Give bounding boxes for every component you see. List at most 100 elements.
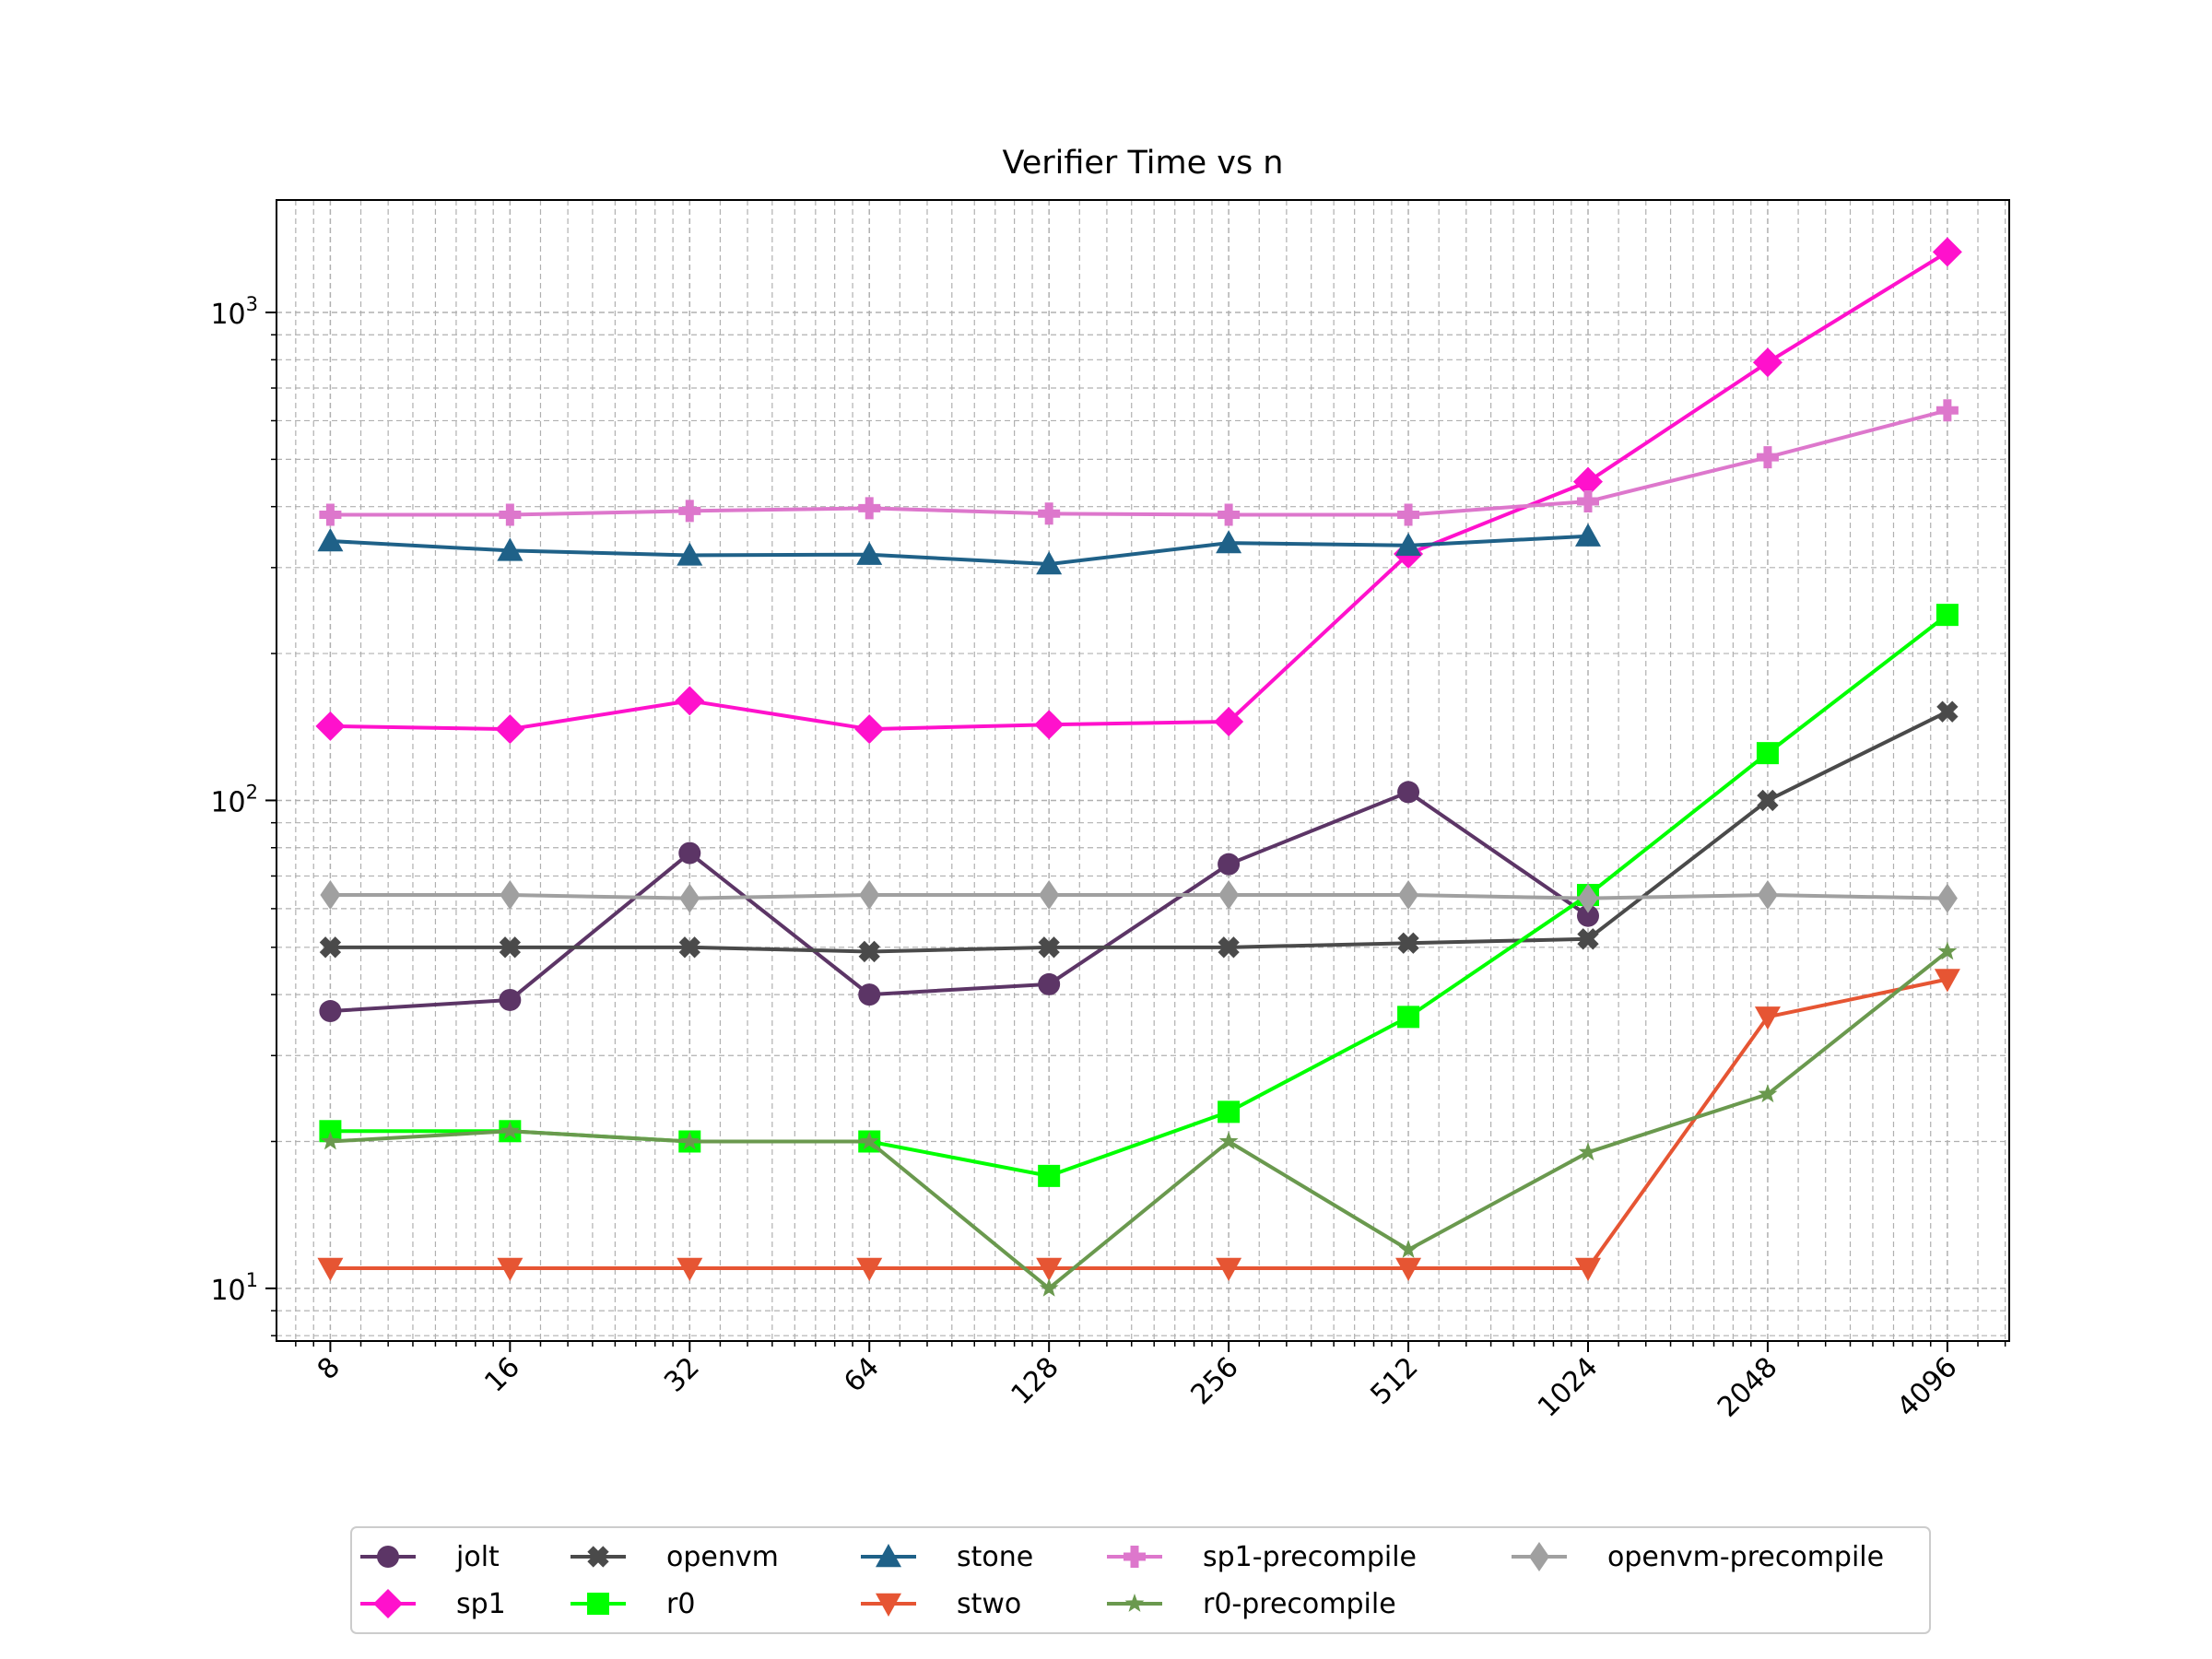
data-point-sp1-precompile — [858, 497, 881, 520]
data-point-stwo — [677, 1257, 703, 1281]
data-point-sp1-precompile — [1936, 399, 1959, 422]
legend-marker — [587, 1546, 609, 1568]
legend-label: jolt — [455, 1541, 500, 1573]
data-point-r0-precompile — [1578, 1142, 1598, 1161]
series-openvm — [319, 700, 1959, 963]
data-point-r0-precompile — [1039, 1277, 1059, 1297]
series-line-sp1-precompile — [330, 408, 1948, 517]
data-point-sp1 — [1752, 347, 1783, 378]
chart-title: Verifier Time vs n — [1002, 145, 1283, 182]
legend-item-openvm: openvm — [571, 1541, 779, 1573]
legend-item-stwo: stwo — [861, 1588, 1021, 1620]
data-point-openvm — [1757, 789, 1779, 812]
data-point-openvm — [858, 940, 880, 963]
data-point-jolt — [1576, 904, 1599, 927]
data-point-stwo — [1754, 1006, 1781, 1030]
legend-label: sp1 — [456, 1588, 506, 1620]
series-sp1-precompile — [319, 399, 1959, 526]
data-point-openvm-precompile — [500, 880, 521, 911]
data-point-stone — [677, 542, 703, 566]
legend-marker — [1124, 1546, 1146, 1568]
data-point-stone — [856, 541, 883, 565]
legend-label: stwo — [957, 1588, 1021, 1620]
legend-label: stone — [957, 1541, 1033, 1573]
legend-marker — [876, 1593, 901, 1617]
data-point-r0-precompile — [1218, 1131, 1239, 1150]
data-point-openvm — [1038, 936, 1060, 959]
data-point-openvm-precompile — [1757, 880, 1778, 911]
data-point-openvm-precompile — [679, 883, 700, 913]
data-point-r0 — [1218, 1100, 1241, 1124]
legend-item-openvm-precompile: openvm-precompile — [1512, 1541, 1884, 1573]
series-line-openvm — [330, 710, 1948, 954]
data-point-sp1 — [1034, 710, 1065, 740]
data-point-sp1-precompile — [678, 500, 701, 523]
data-point-r0-precompile — [859, 1131, 879, 1150]
data-point-stwo — [317, 1257, 344, 1281]
data-point-openvm-precompile — [320, 880, 341, 911]
data-point-stwo — [856, 1257, 883, 1281]
data-point-stwo — [1574, 1257, 1601, 1281]
series-line-openvm-precompile — [330, 893, 1947, 900]
series-jolt — [319, 781, 1599, 1023]
data-point-sp1-precompile — [1576, 490, 1599, 513]
data-point-sp1-precompile — [499, 503, 522, 526]
legend-item-r0: r0 — [571, 1588, 695, 1620]
data-point-openvm — [1397, 932, 1419, 954]
series-stwo — [317, 969, 1960, 1281]
data-point-openvm-precompile — [1398, 880, 1419, 911]
data-point-jolt — [1397, 781, 1420, 804]
data-point-r0 — [1756, 742, 1779, 765]
data-point-stwo — [1934, 969, 1960, 993]
legend-marker — [876, 1544, 901, 1568]
data-point-r0-precompile — [320, 1131, 340, 1150]
grid — [276, 200, 2009, 1341]
series-stone — [317, 523, 1601, 575]
legend-label: r0-precompile — [1203, 1588, 1396, 1620]
data-point-jolt — [1038, 972, 1061, 995]
data-point-jolt — [858, 983, 881, 1006]
data-point-r0-precompile — [500, 1121, 520, 1140]
data-point-r0-precompile — [679, 1131, 700, 1150]
data-point-openvm-precompile — [1577, 883, 1598, 913]
plot-area-frame — [276, 199, 2010, 1342]
series-sp1 — [315, 237, 1962, 745]
data-point-openvm — [678, 936, 700, 959]
series-line-r0-precompile — [330, 949, 1949, 1290]
data-point-jolt — [319, 1000, 342, 1023]
data-point-sp1-precompile — [1038, 502, 1061, 525]
data-point-openvm — [1577, 928, 1599, 950]
data-point-r0 — [1397, 1006, 1420, 1029]
data-point-r0 — [1038, 1164, 1061, 1187]
data-point-jolt — [499, 988, 522, 1011]
data-point-sp1 — [495, 714, 525, 745]
data-point-openvm-precompile — [859, 880, 880, 911]
data-point-sp1 — [315, 711, 346, 741]
data-point-openvm-precompile — [1218, 880, 1240, 911]
legend-marker — [1124, 1594, 1145, 1612]
legend-label: r0 — [666, 1588, 695, 1620]
legend-label: sp1-precompile — [1203, 1541, 1417, 1573]
legend-marker — [377, 1546, 399, 1568]
data-point-sp1 — [1214, 707, 1244, 737]
data-point-openvm — [319, 936, 342, 959]
data-point-jolt — [678, 841, 701, 865]
data-point-openvm — [1218, 936, 1240, 959]
data-point-sp1 — [1572, 466, 1603, 497]
data-point-sp1-precompile — [1397, 503, 1420, 526]
data-point-stone — [497, 537, 524, 561]
data-point-stone — [1036, 551, 1063, 575]
series-line-stone — [330, 534, 1589, 567]
legend-item-r0-precompile: r0-precompile — [1107, 1588, 1396, 1620]
data-point-stone — [1395, 532, 1422, 557]
legend: jolt sp1 openvm r0 stone stwo sp1-precompile r0… — [350, 1526, 1931, 1634]
data-point-stwo — [1036, 1257, 1063, 1281]
data-point-stone — [317, 528, 344, 552]
data-point-r0-precompile — [1398, 1239, 1418, 1258]
data-point-openvm-precompile — [1936, 883, 1958, 913]
data-point-openvm — [499, 936, 522, 959]
data-point-stone — [1574, 523, 1601, 547]
data-point-sp1-precompile — [1756, 446, 1779, 469]
